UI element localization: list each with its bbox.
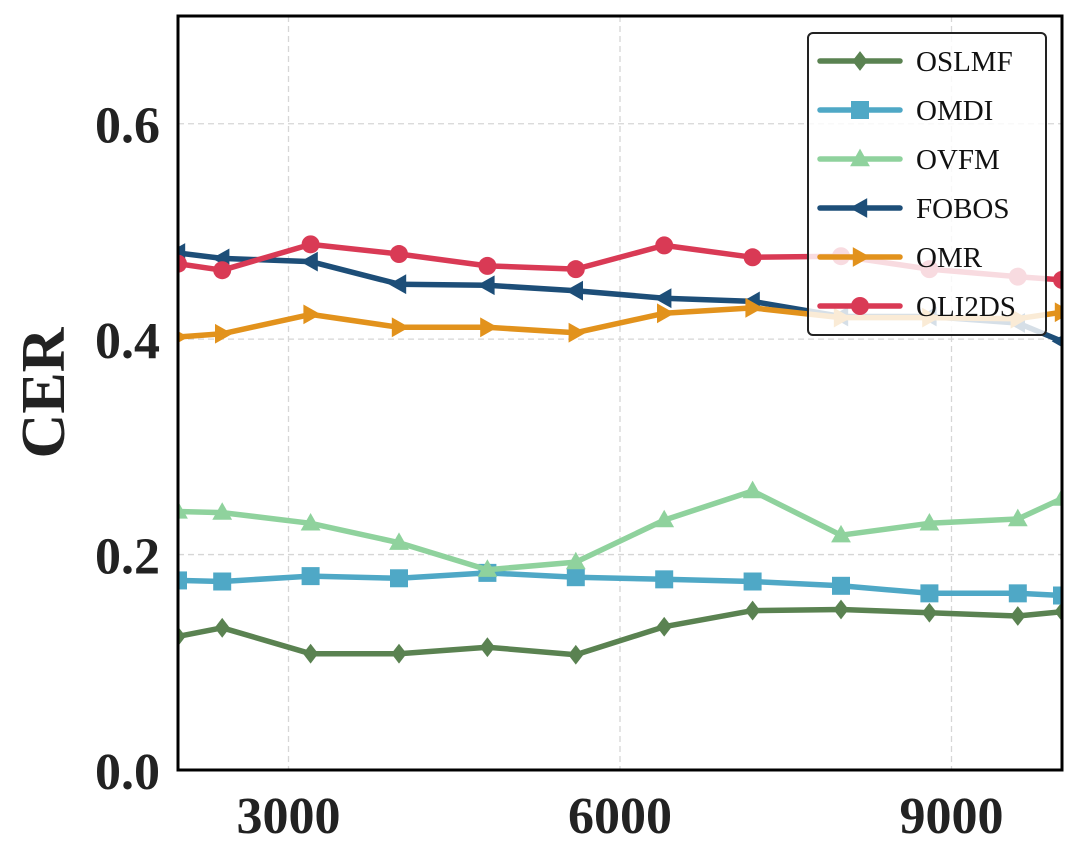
data-point: [655, 570, 674, 589]
data-point: [1054, 601, 1062, 622]
data-point: [744, 600, 761, 621]
data-point: [301, 235, 320, 254]
data-point: [568, 322, 587, 343]
data-point: [477, 559, 498, 577]
x-tick-label: 9000: [900, 788, 1004, 845]
y-tick-label: 0.4: [95, 313, 160, 370]
data-point: [212, 502, 233, 520]
legend-marker: [851, 101, 869, 119]
plot-frame: [176, 14, 1064, 772]
data-point: [1052, 488, 1062, 506]
legend-marker: [852, 51, 868, 71]
data-point: [1007, 508, 1028, 527]
data-point: [743, 248, 762, 267]
data-point: [656, 616, 672, 637]
series-oslmf: [178, 599, 1062, 665]
data-point: [565, 551, 586, 570]
data-point: [831, 524, 851, 543]
data-point: [390, 245, 408, 264]
x-tick-label: 3000: [237, 788, 341, 845]
data-point: [178, 501, 188, 519]
legend-item-omr: OMR: [817, 242, 983, 274]
legend-item-oli2ds: OLI2DS: [817, 291, 1016, 323]
legend: OSLMF OMDI OVFM FOBOS OMR OLI2DS: [807, 32, 1047, 336]
legend-marker: [850, 148, 870, 167]
data-point: [745, 298, 763, 318]
data-point: [214, 617, 230, 638]
data-point: [301, 567, 320, 586]
data-point: [178, 626, 186, 647]
legend-box: [807, 32, 1047, 336]
data-point: [653, 288, 672, 309]
data-point: [743, 572, 762, 591]
legend-marker: [851, 297, 869, 315]
legend-label: OLI2DS: [916, 291, 1016, 323]
data-point: [565, 280, 583, 301]
data-point: [213, 261, 232, 280]
series-line: [178, 570, 1062, 599]
data-point: [566, 260, 585, 279]
data-point: [655, 236, 674, 255]
data-point: [1053, 586, 1062, 605]
data-point: [657, 303, 675, 324]
data-point: [178, 254, 187, 273]
data-point: [1008, 584, 1027, 603]
data-point: [1054, 302, 1062, 323]
data-point: [215, 323, 233, 344]
data-point: [920, 584, 939, 603]
data-point: [1053, 270, 1062, 289]
y-tick-label: 0.0: [95, 744, 160, 801]
data-point: [388, 274, 407, 295]
data-point: [1051, 335, 1062, 348]
y-axis-title: CER: [10, 326, 78, 458]
data-point: [832, 576, 850, 595]
data-point: [303, 304, 321, 325]
y-tick-label: 0.2: [95, 529, 160, 586]
data-point: [213, 572, 232, 591]
data-point: [1010, 606, 1026, 626]
y-tick-label: 0.6: [95, 98, 160, 155]
series-line: [178, 606, 1062, 658]
legend-item-oslmf: OSLMF: [817, 46, 1013, 78]
legend-marker: [849, 198, 868, 218]
data-point: [178, 571, 187, 590]
data-point: [391, 643, 407, 664]
legend-label: OMR: [916, 242, 983, 274]
data-point: [300, 512, 321, 531]
legend-label: OSLMF: [916, 46, 1013, 78]
data-point: [566, 568, 585, 587]
data-point: [300, 251, 318, 272]
data-point: [568, 644, 584, 665]
x-tick-label: 6000: [568, 788, 672, 845]
data-point: [477, 275, 495, 296]
data-point: [742, 480, 763, 499]
legend-item-ovfm: OVFM: [817, 144, 1000, 176]
legend-item-fobos: FOBOS: [817, 193, 1010, 225]
data-point: [921, 602, 938, 623]
series-ovfm: [178, 480, 1062, 577]
tick-labels: 3000 6000 9000 0.0 0.2 0.4 0.6: [95, 98, 1004, 845]
data-point: [833, 599, 849, 620]
data-point: [389, 532, 409, 550]
data-point: [480, 317, 498, 338]
series-line: [178, 488, 1062, 573]
data-point: [302, 643, 319, 664]
data-point: [391, 317, 410, 338]
data-point: [178, 331, 189, 343]
data-point: [390, 569, 408, 588]
legend-marker: [852, 247, 871, 267]
legend-label: FOBOS: [916, 193, 1010, 225]
legend-item-omdi: OMDI: [817, 95, 993, 127]
data-point: [919, 512, 940, 531]
legend-label: OMDI: [916, 95, 993, 127]
legend-label: OVFM: [916, 144, 1000, 176]
data-point: [654, 509, 675, 528]
series-layer: [178, 235, 1062, 665]
data-point: [478, 256, 497, 275]
data-point: [479, 637, 496, 658]
